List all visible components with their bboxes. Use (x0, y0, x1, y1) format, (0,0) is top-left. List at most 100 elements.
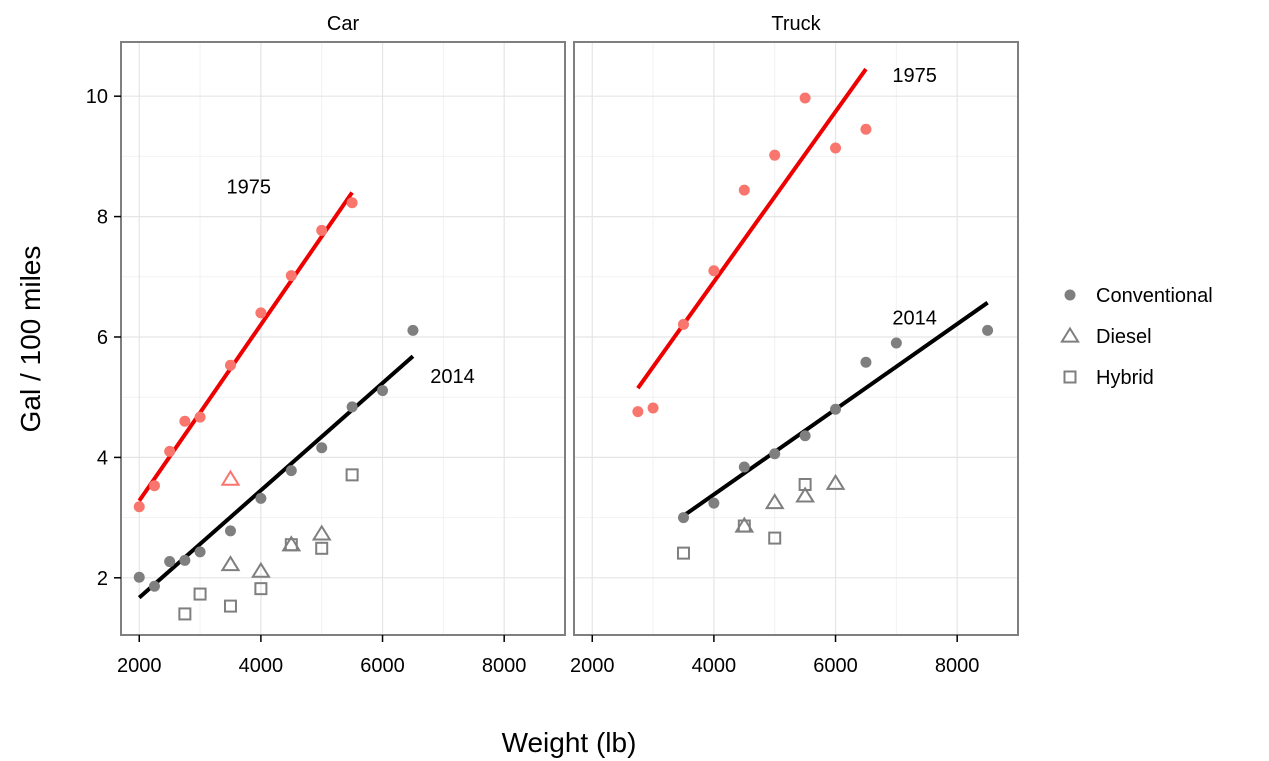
data-point-circle (316, 442, 328, 454)
data-point-circle (677, 512, 689, 524)
data-point-circle (647, 402, 659, 414)
data-point-circle (632, 406, 644, 418)
y-tick-label: 10 (86, 86, 108, 108)
y-tick-label: 6 (97, 327, 108, 349)
data-point-circle (194, 411, 206, 423)
data-point-circle (799, 92, 811, 104)
panel-car-points (133, 197, 419, 621)
panel-truck-x-ticks: 2000 4000 6000 8000 (570, 635, 979, 677)
data-point-square (768, 531, 782, 545)
y-tick-label: 8 (97, 207, 108, 229)
data-point-circle (164, 445, 176, 457)
data-point-circle (738, 184, 750, 196)
data-point-circle (769, 149, 781, 161)
legend-keys (1060, 289, 1080, 384)
panel-truck-grid (574, 42, 1018, 635)
data-point-circle (830, 403, 842, 415)
data-point-circle (738, 461, 750, 473)
data-point-triangle (795, 486, 816, 503)
data-point-circle (377, 385, 389, 397)
data-point-circle (346, 401, 358, 413)
data-point-triangle (250, 561, 271, 578)
data-point-triangle (220, 469, 241, 486)
data-point-square (676, 546, 690, 560)
data-point-circle (407, 324, 419, 336)
y-tick-label: 4 (97, 447, 108, 469)
legend-label-diesel: Diesel (1096, 326, 1152, 348)
panel-truck: 1975 2014 Truck 2000 4000 6000 8000 (570, 13, 1019, 677)
data-point-circle (860, 356, 872, 368)
panel-car: 1975 2014 Car 2000 4000 6000 8000 (117, 13, 566, 677)
legend-label-hybrid: Hybrid (1096, 367, 1154, 389)
legend-key-diesel (1060, 326, 1080, 343)
panel-car-title: Car (327, 13, 360, 35)
data-point-circle (346, 197, 358, 209)
data-point-square (315, 541, 329, 555)
data-point-square (284, 538, 298, 552)
data-point-circle (769, 448, 781, 460)
data-point-circle (285, 270, 297, 282)
panel-car-border (120, 41, 566, 636)
panel-car-fit-labels: 1975 2014 (226, 176, 474, 388)
data-point-circle (860, 123, 872, 135)
data-point-circle (164, 556, 176, 568)
panel-truck-fit-labels: 1975 2014 (892, 65, 937, 330)
data-point-square (254, 582, 268, 596)
data-point-circle (285, 465, 297, 477)
legend-key-hybrid (1063, 370, 1077, 384)
data-point-square (345, 468, 359, 482)
data-point-circle (830, 142, 842, 154)
panel-car-x-ticks: 2000 4000 6000 8000 (117, 635, 526, 677)
data-point-triangle (311, 524, 332, 541)
data-point-circle (194, 546, 206, 558)
data-point-circle (133, 501, 145, 513)
x-axis-title: Weight (lb) (502, 727, 637, 758)
data-point-circle (148, 480, 160, 492)
data-point-square (737, 519, 751, 533)
legend: Conventional Diesel Hybrid (1060, 285, 1213, 389)
fit-label-2014: 2014 (430, 366, 475, 388)
legend-key-conventional (1064, 289, 1076, 301)
data-point-square (193, 587, 207, 601)
data-point-circle (890, 337, 902, 349)
data-point-circle (708, 265, 720, 277)
fit-line-1975 (636, 67, 868, 390)
fit-label-2014: 2014 (892, 308, 937, 330)
data-point-circle (316, 224, 328, 236)
data-point-circle (255, 492, 267, 504)
x-tick-label: 4000 (239, 655, 284, 677)
legend-label-conventional: Conventional (1096, 285, 1213, 307)
data-point-circle (708, 497, 720, 509)
panel-truck-border (573, 41, 1019, 636)
y-tick-label: 2 (97, 568, 108, 590)
data-point-square (178, 607, 192, 621)
data-point-circle (799, 430, 811, 442)
x-tick-label: 6000 (813, 655, 858, 677)
fit-label-1975: 1975 (892, 65, 937, 87)
x-tick-label: 8000 (482, 655, 527, 677)
data-point-circle (677, 318, 689, 330)
data-point-triangle (220, 555, 241, 572)
data-point-square (798, 477, 812, 491)
x-tick-label: 8000 (935, 655, 980, 677)
panel-truck-title: Truck (771, 13, 821, 35)
data-point-circle (179, 554, 191, 566)
y-axis-ticks: 2 4 6 8 10 (86, 86, 121, 590)
data-point-triangle (825, 473, 846, 490)
x-tick-label: 6000 (360, 655, 405, 677)
x-tick-label: 2000 (117, 655, 162, 677)
panel-truck-points (632, 92, 994, 560)
data-point-circle (224, 359, 236, 371)
data-point-circle (179, 415, 191, 427)
data-point-square (223, 599, 237, 613)
data-point-triangle (764, 493, 785, 510)
x-tick-label: 4000 (692, 655, 737, 677)
data-point-circle (982, 324, 994, 336)
fit-label-1975: 1975 (226, 176, 271, 198)
data-point-circle (224, 525, 236, 537)
data-point-circle (148, 580, 160, 592)
panel-car-grid (121, 42, 565, 635)
x-tick-label: 2000 (570, 655, 615, 677)
panel-truck-background (574, 42, 1018, 635)
